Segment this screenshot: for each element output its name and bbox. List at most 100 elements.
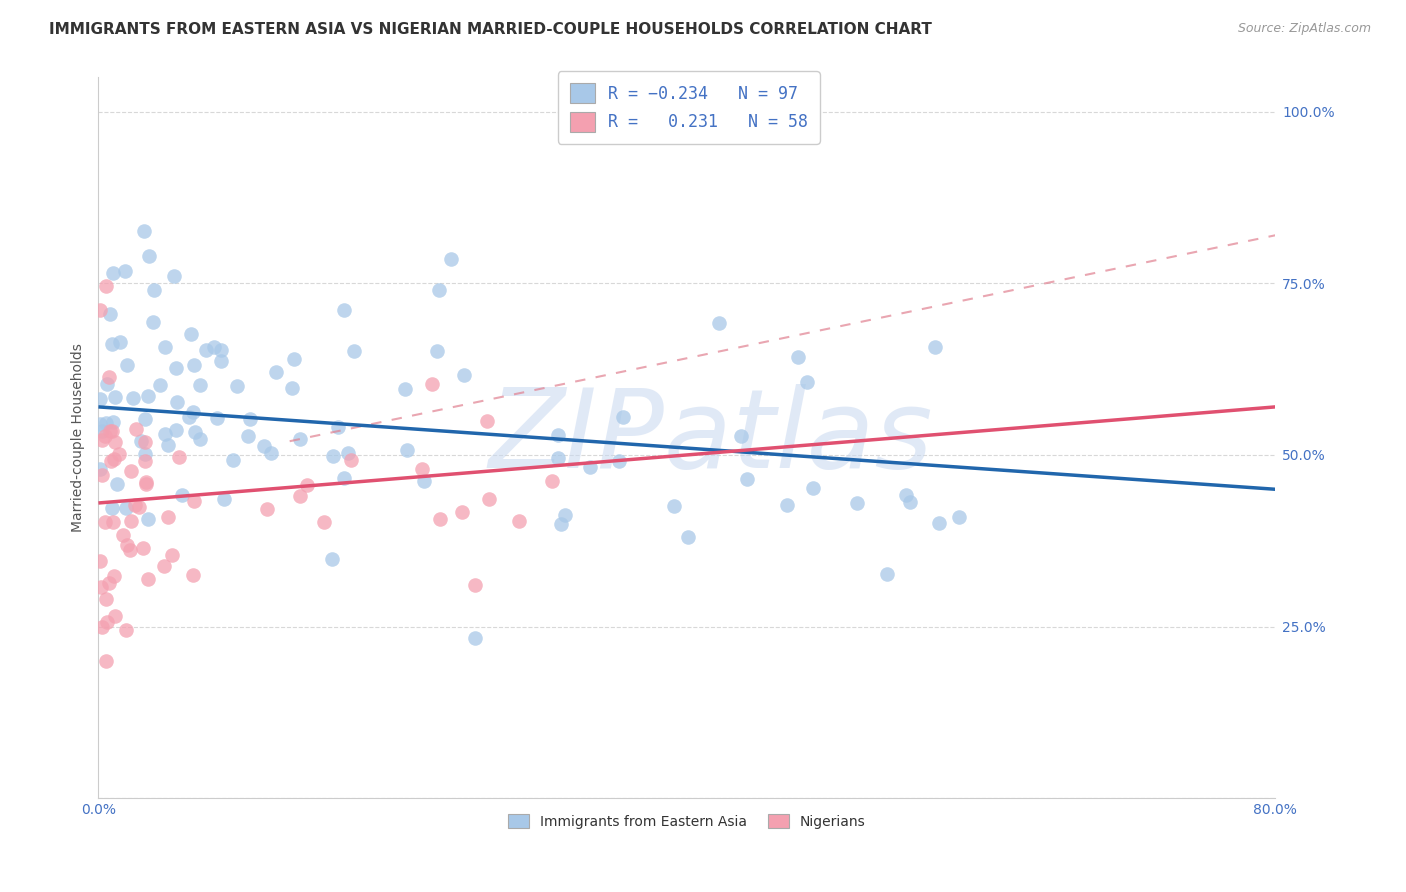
Point — [91, 620, 114, 634]
Point — [924, 340, 946, 354]
Point — [120, 464, 142, 478]
Point — [101, 516, 124, 530]
Point — [333, 471, 356, 485]
Point — [157, 509, 180, 524]
Point — [101, 415, 124, 429]
Point — [336, 446, 359, 460]
Point — [550, 516, 572, 531]
Point — [288, 432, 311, 446]
Point — [212, 492, 235, 507]
Point — [801, 481, 824, 495]
Point — [165, 423, 187, 437]
Text: ZIPatlas: ZIPatlas — [488, 384, 932, 491]
Point — [326, 419, 349, 434]
Point — [132, 224, 155, 238]
Point — [89, 554, 111, 568]
Point — [89, 303, 111, 318]
Point — [281, 381, 304, 395]
Point — [100, 307, 122, 321]
Point — [787, 351, 810, 365]
Point — [735, 471, 758, 485]
Point — [450, 506, 472, 520]
Point — [94, 654, 117, 668]
Point — [104, 434, 127, 449]
Point — [612, 410, 634, 425]
Point — [508, 515, 530, 529]
Point — [195, 343, 218, 358]
Point — [464, 578, 486, 592]
Point — [107, 447, 129, 461]
Point — [163, 269, 186, 284]
Point — [98, 370, 121, 384]
Point — [776, 498, 799, 512]
Point — [122, 392, 145, 406]
Point — [90, 580, 112, 594]
Point — [101, 337, 124, 351]
Point — [295, 478, 318, 492]
Y-axis label: Married-couple Households: Married-couple Households — [72, 343, 86, 533]
Point — [124, 498, 146, 512]
Point — [427, 283, 450, 297]
Point — [89, 392, 111, 407]
Point — [898, 494, 921, 508]
Point — [138, 572, 160, 586]
Point — [136, 389, 159, 403]
Point — [876, 566, 898, 581]
Point — [256, 501, 278, 516]
Point — [134, 453, 156, 467]
Point — [120, 542, 142, 557]
Point — [132, 541, 155, 555]
Point — [167, 450, 190, 464]
Point — [91, 425, 114, 439]
Point — [429, 512, 451, 526]
Point — [138, 249, 160, 263]
Point — [183, 358, 205, 372]
Point — [160, 548, 183, 562]
Point — [678, 530, 700, 544]
Point — [340, 453, 363, 467]
Point — [321, 552, 343, 566]
Point — [134, 447, 156, 461]
Point — [156, 438, 179, 452]
Point — [707, 316, 730, 330]
Point — [607, 453, 630, 467]
Point — [179, 409, 201, 424]
Legend: Immigrants from Eastern Asia, Nigerians: Immigrants from Eastern Asia, Nigerians — [502, 808, 872, 834]
Point — [181, 404, 204, 418]
Point — [202, 340, 225, 354]
Point — [343, 344, 366, 359]
Point — [101, 500, 124, 515]
Point — [114, 623, 136, 637]
Point — [440, 252, 463, 266]
Point — [96, 615, 118, 629]
Point — [170, 488, 193, 502]
Point — [948, 510, 970, 524]
Point — [135, 475, 157, 489]
Point — [180, 326, 202, 341]
Point — [188, 433, 211, 447]
Point — [396, 443, 419, 458]
Point — [110, 335, 132, 350]
Point — [134, 411, 156, 425]
Point — [547, 451, 569, 466]
Point — [117, 358, 139, 372]
Point — [111, 528, 134, 542]
Point — [103, 266, 125, 280]
Point — [188, 378, 211, 392]
Point — [253, 439, 276, 453]
Point — [90, 468, 112, 483]
Point — [333, 303, 356, 318]
Point — [142, 315, 165, 329]
Point — [394, 382, 416, 396]
Point — [547, 427, 569, 442]
Point — [105, 476, 128, 491]
Point — [134, 435, 156, 450]
Point — [103, 452, 125, 467]
Text: Source: ZipAtlas.com: Source: ZipAtlas.com — [1237, 22, 1371, 36]
Point — [114, 264, 136, 278]
Point — [94, 515, 117, 529]
Point — [221, 453, 243, 467]
Point — [578, 459, 600, 474]
Point — [664, 499, 686, 513]
Point — [183, 425, 205, 439]
